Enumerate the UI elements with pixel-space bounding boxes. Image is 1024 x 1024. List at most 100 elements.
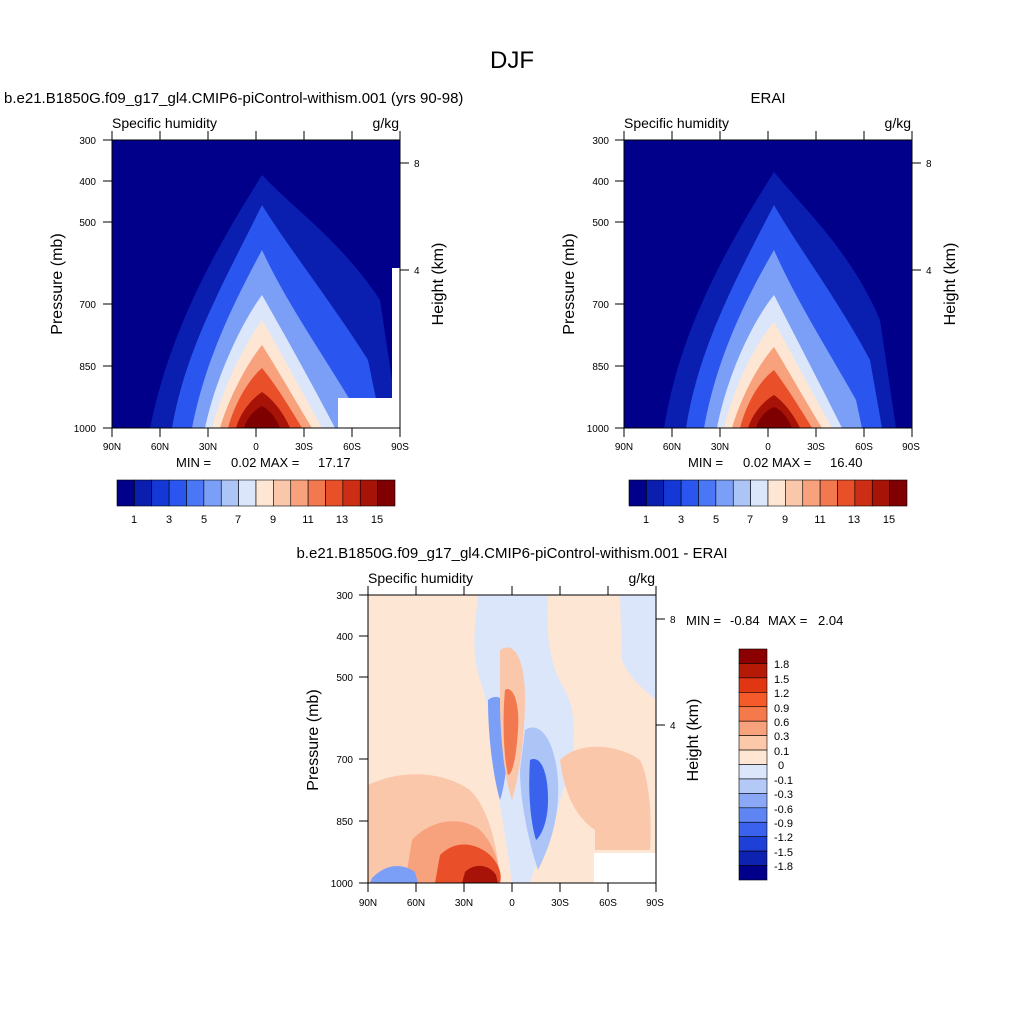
- x-tick-label: 30S: [807, 442, 825, 453]
- y2-ticks: 8 4: [912, 159, 932, 277]
- y-tick-marks: [103, 139, 112, 429]
- colorbar-swatch: [738, 850, 768, 866]
- colorbar-swatch: [698, 479, 717, 507]
- colorbar-label: 7: [235, 514, 241, 526]
- x-tick-label: 30N: [711, 442, 729, 453]
- colorbar-label: 11: [302, 514, 313, 526]
- x-ticks: 90N 60N 30N 0 30S 60S 90S: [103, 131, 409, 453]
- colorbar-labels: 1 3 5 7 9 11 13 15: [131, 514, 383, 526]
- y2-axis-label: Height (km): [430, 243, 447, 326]
- min-value: -0.84: [730, 613, 760, 628]
- colorbar-swatch: [203, 479, 222, 507]
- max-label: MAX =: [768, 613, 807, 628]
- colorbar-label: 1.5: [774, 674, 789, 686]
- colorbar-swatch: [663, 479, 682, 507]
- colorbar-swatch: [837, 479, 856, 507]
- colorbar-swatch: [134, 479, 153, 507]
- panel-title: ERAI: [750, 90, 785, 107]
- x-tick-label: 60N: [151, 442, 169, 453]
- x-tick-marks: [367, 586, 657, 892]
- missing-data-region: [594, 853, 656, 883]
- colorbar-swatch: [680, 479, 699, 507]
- y-tick-label: 850: [336, 817, 353, 828]
- x-tick-label: 30N: [199, 442, 217, 453]
- figure-title: DJF: [490, 47, 534, 74]
- colorbar-label: 9: [782, 514, 788, 526]
- colorbar: [116, 479, 396, 507]
- x-tick-label: 90N: [359, 898, 377, 909]
- colorbar-label: 1.8: [774, 659, 789, 671]
- colorbar-swatch: [738, 749, 768, 765]
- x-tick-label: 0: [509, 898, 515, 909]
- x-tick-label: 90S: [391, 442, 409, 453]
- y2-tick-label: 4: [670, 721, 676, 732]
- y2-tick-label: 8: [414, 159, 420, 170]
- y2-tick-label: 4: [414, 266, 420, 277]
- colorbar-label: 1.2: [774, 688, 789, 700]
- colorbar-swatch: [889, 479, 908, 507]
- y-tick-label: 500: [79, 218, 96, 229]
- colorbar-label: 13: [848, 514, 860, 526]
- y-ticks: 300 400 500 700 850 1000: [74, 136, 112, 435]
- colorbar-swatch: [738, 764, 768, 780]
- x-tick-label: 30N: [455, 898, 473, 909]
- y2-axis-label: Height (km): [685, 699, 702, 782]
- x-tick-label: 90S: [902, 442, 920, 453]
- contour-negative-strong: [529, 759, 548, 840]
- max-value: 16.40: [830, 455, 863, 470]
- contour-negative-weak: [620, 595, 656, 700]
- colorbar-label: 3: [678, 514, 684, 526]
- max-label: MAX =: [260, 455, 299, 470]
- y2-ticks: 8 4: [400, 159, 420, 277]
- colorbar-swatch: [802, 479, 821, 507]
- colorbar-swatch: [715, 479, 734, 507]
- colorbar-swatch: [738, 663, 768, 679]
- panel-difference: b.e21.B1850G.f09_g17_gl4.CMIP6-piControl…: [296, 545, 843, 909]
- stats-readout: MIN = 0.02 MAX = 17.17: [176, 455, 351, 470]
- colorbar-swatch: [819, 479, 838, 507]
- units-label: g/kg: [373, 115, 399, 131]
- colorbar-label: -0.6: [774, 804, 793, 816]
- y-tick-label: 850: [79, 362, 96, 373]
- colorbar-swatch: [290, 479, 309, 507]
- colorbar-swatch: [168, 479, 187, 507]
- colorbar-swatch: [738, 807, 768, 823]
- y2-tick-label: 8: [926, 159, 932, 170]
- y-tick-label: 500: [592, 218, 609, 229]
- x-tick-label: 30S: [551, 898, 569, 909]
- x-tick-marks: [111, 131, 401, 437]
- x-tick-marks: [623, 131, 913, 437]
- y-tick-label: 700: [592, 300, 609, 311]
- colorbar-label: 0.9: [774, 703, 789, 715]
- y-tick-label: 400: [79, 177, 96, 188]
- colorbar-swatch: [750, 479, 769, 507]
- contour-positive-weak: [560, 746, 651, 850]
- colorbar-swatch: [342, 479, 361, 507]
- colorbar-label: 0.3: [774, 731, 789, 743]
- x-tick-label: 0: [765, 442, 771, 453]
- colorbar-swatch: [255, 479, 274, 507]
- colorbar-swatch: [738, 706, 768, 722]
- y2-tick-marks: [656, 618, 665, 726]
- x-tick-label: 0: [253, 442, 259, 453]
- min-label: MIN =: [688, 455, 723, 470]
- y-tick-label: 300: [336, 591, 353, 602]
- variable-label: Specific humidity: [112, 115, 217, 131]
- colorbar-swatch: [738, 677, 768, 693]
- colorbar-label: 13: [336, 514, 348, 526]
- panel-model: b.e21.B1850G.f09_g17_gl4.CMIP6-piControl…: [4, 90, 463, 526]
- colorbar-label: -1.2: [774, 832, 793, 844]
- contour-positive-strong: [503, 689, 519, 775]
- contour-negative-weak: [370, 866, 418, 883]
- colorbar-labels: 1.8 1.5 1.2 0.9 0.6 0.3 0.1 0 -0.1 -0.3 …: [774, 659, 793, 873]
- y-axis-label: Pressure (mb): [305, 689, 322, 790]
- y-tick-marks: [615, 139, 624, 429]
- colorbar-swatch: [738, 735, 768, 751]
- contour-level-16: [244, 406, 280, 428]
- panel-title: b.e21.B1850G.f09_g17_gl4.CMIP6-piControl…: [296, 545, 727, 562]
- colorbar-label: 3: [166, 514, 172, 526]
- y-tick-label: 400: [336, 632, 353, 643]
- colorbar-label: -0.3: [774, 789, 793, 801]
- colorbar-swatch: [738, 692, 768, 708]
